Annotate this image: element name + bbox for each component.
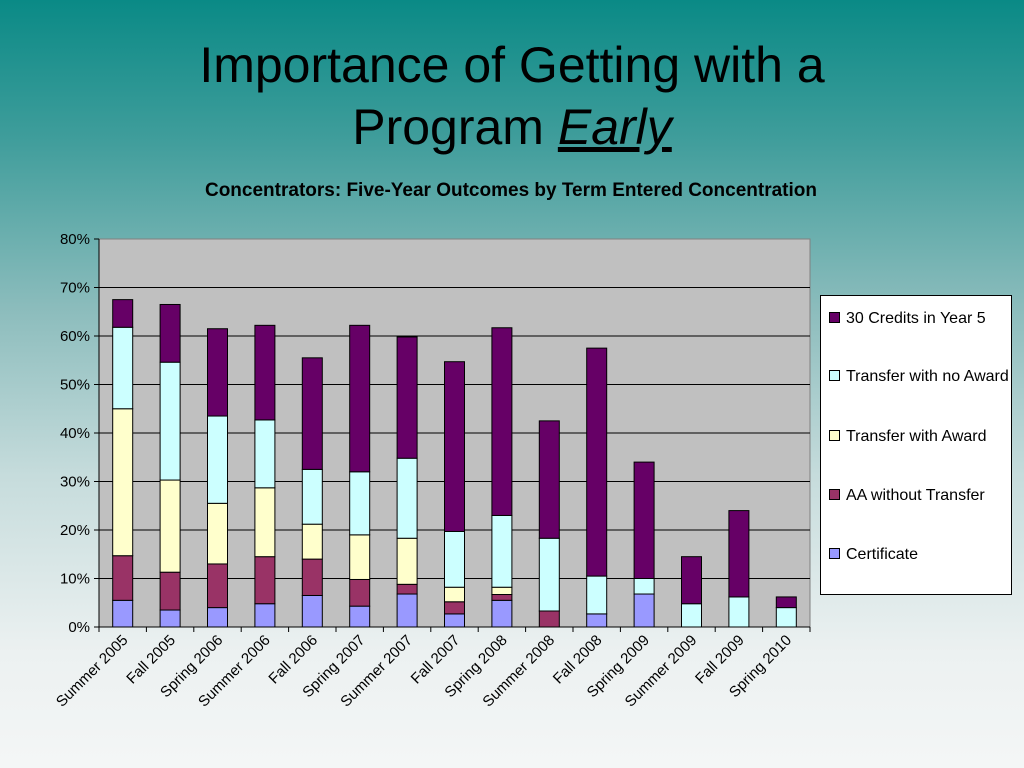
legend-label: Transfer with no Award <box>846 368 1009 385</box>
bar-segment-transfer-with-no-award <box>681 603 702 628</box>
bar-segment-30-credits-in-year-5 <box>444 361 465 532</box>
y-tick-label: 0% <box>68 619 90 636</box>
bar-segment-aa-without-transfer <box>112 555 134 601</box>
legend-swatch <box>829 430 840 441</box>
bar-segment-certificate <box>112 599 134 628</box>
bar-segment-certificate <box>349 605 371 628</box>
bar-segment-aa-without-transfer <box>254 556 276 605</box>
bar-segment-aa-without-transfer <box>301 558 323 596</box>
bar-segment-transfer-with-award <box>301 523 323 560</box>
y-tick-label: 80% <box>60 231 90 248</box>
bar-segment-transfer-with-no-award <box>301 468 323 525</box>
legend-swatch <box>829 312 840 323</box>
bar-segment-aa-without-transfer <box>491 594 513 601</box>
bar-segment-transfer-with-award <box>207 502 228 565</box>
y-tick-label: 60% <box>60 328 90 345</box>
bar-segment-transfer-with-no-award <box>444 530 465 588</box>
bar-segment-transfer-with-no-award <box>538 537 560 612</box>
legend-swatch <box>829 489 840 500</box>
bar-segment-30-credits-in-year-5 <box>775 596 797 609</box>
slide-title: Importance of Getting with a Program Ear… <box>0 34 1024 158</box>
bar-segment-transfer-with-no-award <box>349 471 371 536</box>
legend-swatch <box>829 548 840 559</box>
legend-label: AA without Transfer <box>846 487 985 504</box>
slide-title-line2: Program Early <box>0 96 1024 158</box>
legend-label: Transfer with Award <box>846 428 987 445</box>
bar-segment-30-credits-in-year-5 <box>207 328 228 417</box>
slide-title-line1: Importance of Getting with a <box>199 37 825 93</box>
bar-segment-transfer-with-no-award <box>586 575 608 615</box>
bar-segment-30-credits-in-year-5 <box>396 336 418 459</box>
bar-segment-certificate <box>207 607 228 628</box>
bar-segment-certificate <box>586 613 608 628</box>
bar-segment-transfer-with-award <box>491 586 513 596</box>
bar-segment-aa-without-transfer <box>349 578 371 607</box>
bar-segment-transfer-with-award <box>254 487 276 558</box>
bar-segment-transfer-with-no-award <box>159 361 181 481</box>
bar-segment-aa-without-transfer <box>444 601 465 615</box>
y-tick-label: 30% <box>60 474 90 491</box>
bar-segment-30-credits-in-year-5 <box>538 420 560 539</box>
bar-segment-transfer-with-no-award <box>112 326 134 410</box>
bar-segment-30-credits-in-year-5 <box>159 303 181 363</box>
slide-title-emphasis: Early <box>557 99 672 155</box>
bar-segment-30-credits-in-year-5 <box>681 556 702 605</box>
bar-segment-transfer-with-no-award <box>775 607 797 628</box>
bar-segment-transfer-with-award <box>159 479 181 573</box>
bar-segment-certificate <box>159 609 181 628</box>
bar-segment-30-credits-in-year-5 <box>349 324 371 473</box>
bar-segment-certificate <box>396 593 418 628</box>
bar-segment-transfer-with-no-award <box>396 457 418 539</box>
bar-segment-certificate <box>491 599 513 628</box>
bar-segment-aa-without-transfer <box>159 571 181 611</box>
bar-segment-certificate <box>301 594 323 628</box>
bar-segment-certificate <box>254 603 276 628</box>
bar-segment-transfer-with-no-award <box>254 419 276 489</box>
bar-segment-30-credits-in-year-5 <box>112 299 134 328</box>
bar-segment-aa-without-transfer <box>207 563 228 609</box>
bar-segment-certificate <box>444 613 465 628</box>
chart-title: Concentrators: Five-Year Outcomes by Ter… <box>204 180 817 201</box>
y-tick-label: 10% <box>60 571 90 588</box>
bar-segment-30-credits-in-year-5 <box>301 357 323 470</box>
bar-segment-aa-without-transfer <box>396 583 418 595</box>
bar-segment-transfer-with-no-award <box>491 514 513 588</box>
y-tick-label: 40% <box>60 425 90 442</box>
y-tick-label: 20% <box>60 522 90 539</box>
bar-segment-transfer-with-no-award <box>728 596 750 628</box>
bar-segment-30-credits-in-year-5 <box>491 327 513 516</box>
legend-label: Certificate <box>846 546 919 563</box>
slide-title-line2-text: Program <box>352 99 558 155</box>
bar-segment-30-credits-in-year-5 <box>586 347 608 577</box>
bar-segment-transfer-with-award <box>112 408 134 557</box>
y-tick-label: 50% <box>60 377 90 394</box>
bar-segment-30-credits-in-year-5 <box>728 510 750 598</box>
bar-segment-aa-without-transfer <box>538 610 560 628</box>
bar-segment-transfer-with-no-award <box>207 415 228 504</box>
chart-legend: 30 Credits in Year 5 Transfer with no Awa… <box>820 295 1012 595</box>
y-tick-label: 70% <box>60 280 90 297</box>
bar-segment-30-credits-in-year-5 <box>254 324 276 421</box>
bar-segment-transfer-with-award <box>349 534 371 580</box>
legend-swatch <box>829 370 840 381</box>
bar-segment-30-credits-in-year-5 <box>633 461 655 580</box>
bar-segment-certificate <box>633 593 655 628</box>
x-tick-label: Summer 2005 <box>53 632 132 711</box>
bar-segment-transfer-with-award <box>396 537 418 585</box>
bar-segment-transfer-with-no-award <box>633 578 655 595</box>
legend-label: 30 Credits in Year 5 <box>846 310 986 327</box>
bar-segment-transfer-with-award <box>444 586 465 603</box>
